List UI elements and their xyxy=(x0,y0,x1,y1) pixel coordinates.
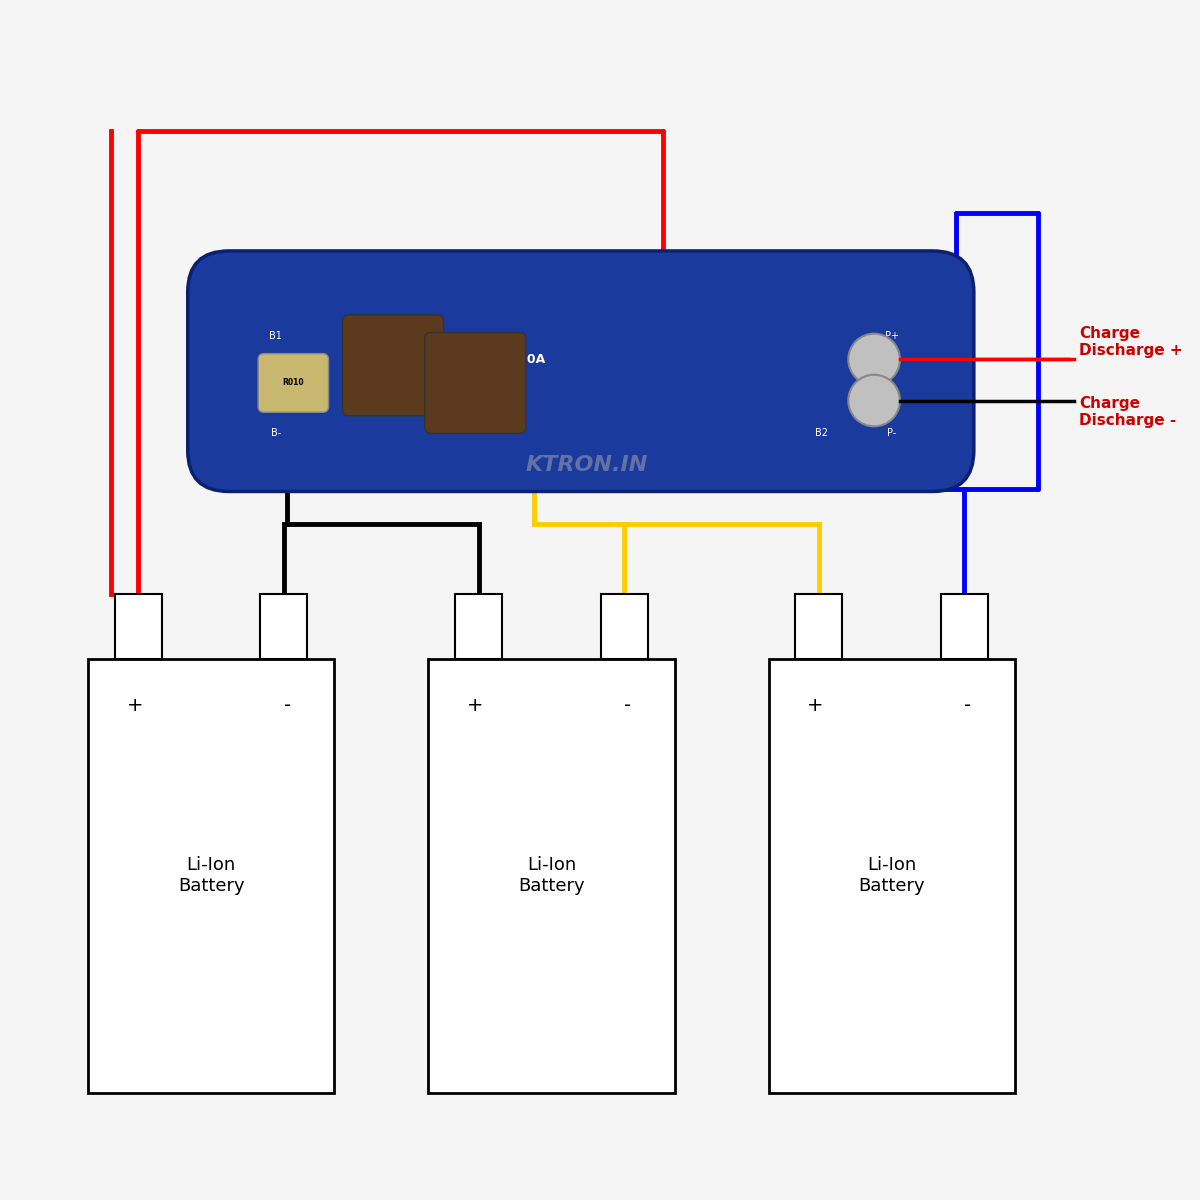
Text: -: - xyxy=(965,696,972,715)
Text: +: + xyxy=(127,696,143,715)
FancyBboxPatch shape xyxy=(258,354,329,413)
Text: -: - xyxy=(284,696,292,715)
Text: +: + xyxy=(808,696,823,715)
Text: Charge
Discharge -: Charge Discharge - xyxy=(1080,396,1177,428)
Bar xyxy=(115,594,162,659)
FancyBboxPatch shape xyxy=(425,332,526,433)
FancyBboxPatch shape xyxy=(343,314,444,415)
FancyBboxPatch shape xyxy=(187,251,974,492)
Circle shape xyxy=(848,374,900,426)
Bar xyxy=(768,659,1015,1093)
Text: Li-Ion
Battery: Li-Ion Battery xyxy=(178,857,245,895)
Text: B-: B- xyxy=(270,428,281,438)
Bar xyxy=(428,659,674,1093)
Text: +: + xyxy=(467,696,484,715)
Bar xyxy=(260,594,307,659)
Text: B2: B2 xyxy=(815,428,828,438)
Text: Li-Ion
Battery: Li-Ion Battery xyxy=(518,857,584,895)
Text: R010: R010 xyxy=(282,378,304,388)
Bar xyxy=(455,594,502,659)
Text: B1: B1 xyxy=(269,331,282,341)
Bar xyxy=(796,594,842,659)
Circle shape xyxy=(848,334,900,385)
Text: KTRON.IN: KTRON.IN xyxy=(526,455,648,475)
Bar xyxy=(941,594,988,659)
Bar xyxy=(88,659,335,1093)
Bar xyxy=(601,594,648,659)
Text: B+10A: B+10A xyxy=(498,353,546,366)
Text: Charge
Discharge +: Charge Discharge + xyxy=(1080,325,1183,358)
Text: P-: P- xyxy=(887,428,896,438)
Text: P+: P+ xyxy=(884,331,899,341)
Text: -: - xyxy=(624,696,631,715)
Text: Li-Ion
Battery: Li-Ion Battery xyxy=(858,857,925,895)
